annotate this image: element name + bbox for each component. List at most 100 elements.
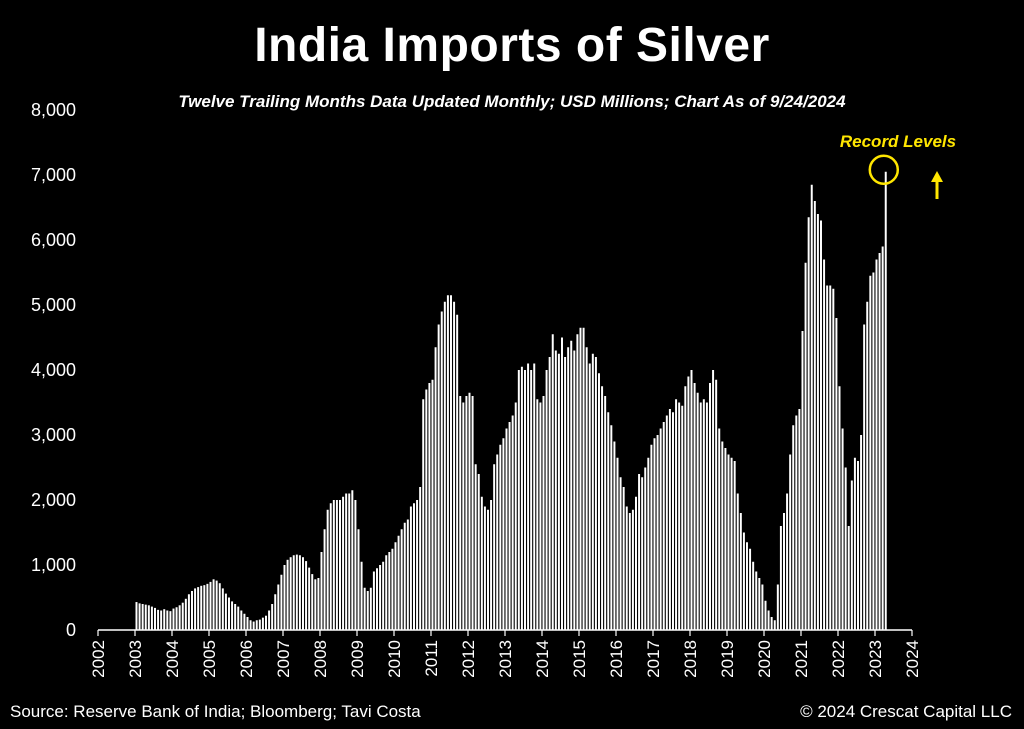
bar <box>601 386 604 630</box>
bar <box>456 314 459 630</box>
bar <box>789 454 792 630</box>
bar <box>329 503 332 630</box>
y-axis-ticks: 0 1,000 2,000 3,000 4,000 5,000 6,000 7,000 8,00… <box>31 100 76 640</box>
bar <box>718 428 721 630</box>
bar <box>459 396 462 630</box>
bar <box>770 617 773 630</box>
record-annotation: Record Levels <box>840 132 956 199</box>
bar <box>702 399 705 630</box>
bar <box>598 373 600 630</box>
bar <box>483 506 486 630</box>
x-tick-label: 2005 <box>200 640 219 678</box>
bar <box>240 610 243 630</box>
bar <box>150 606 153 630</box>
bar <box>252 621 255 630</box>
bar <box>847 526 850 630</box>
bar-series <box>135 171 887 630</box>
bar <box>853 457 856 630</box>
x-tick-label: 2017 <box>644 640 663 678</box>
bar <box>311 574 314 630</box>
bar <box>187 594 190 630</box>
x-tick-label: 2021 <box>792 640 811 678</box>
bar <box>351 490 354 630</box>
bar <box>539 402 542 630</box>
bar <box>524 370 526 630</box>
bar <box>271 604 274 630</box>
bar <box>604 396 607 630</box>
bar <box>863 324 866 630</box>
x-tick-label: 2011 <box>422 640 441 677</box>
y-tick-label: 8,000 <box>31 100 76 120</box>
bar <box>154 607 156 630</box>
bar <box>200 585 203 630</box>
record-levels-label: Record Levels <box>840 132 956 151</box>
x-axis-ticks: 2002 2003 2004 2005 2006 2007 2008 2009 2010 2011… <box>89 630 922 678</box>
bar <box>656 435 659 630</box>
bar <box>246 617 249 630</box>
bar <box>520 366 523 630</box>
bar <box>228 597 230 630</box>
bar <box>403 522 406 630</box>
bar <box>607 412 610 630</box>
bar <box>335 500 338 630</box>
bar <box>175 607 178 630</box>
bar <box>194 588 197 630</box>
bar <box>274 594 277 630</box>
x-tick-label: 2014 <box>533 640 552 678</box>
bar <box>215 580 218 630</box>
x-tick-label: 2008 <box>311 640 330 678</box>
bar <box>258 619 261 630</box>
bar <box>339 500 341 630</box>
bar <box>366 591 369 630</box>
bar <box>631 509 634 630</box>
x-tick-label: 2009 <box>348 640 367 678</box>
bar <box>172 608 175 630</box>
bar <box>832 288 835 630</box>
bar <box>422 399 425 630</box>
bar <box>844 467 847 630</box>
bar <box>394 542 397 630</box>
bar <box>872 272 875 630</box>
bar <box>280 574 283 630</box>
bar <box>610 425 613 630</box>
x-tick-label: 2020 <box>755 640 774 678</box>
bar <box>184 598 187 630</box>
bar <box>462 402 465 630</box>
bar <box>764 600 767 630</box>
bar <box>505 428 508 630</box>
bar <box>400 529 403 630</box>
bar <box>727 454 730 630</box>
bar <box>739 513 742 630</box>
bar <box>665 415 668 630</box>
bar <box>783 513 785 630</box>
bar <box>622 487 625 630</box>
bar <box>527 363 530 630</box>
bar <box>801 331 804 630</box>
bar <box>255 620 258 630</box>
bar <box>878 253 881 630</box>
bar <box>243 613 246 630</box>
bar <box>841 428 844 630</box>
bar <box>545 370 548 630</box>
bar <box>419 487 422 630</box>
bar <box>163 609 166 630</box>
bar <box>693 383 696 630</box>
bar <box>681 405 684 630</box>
bar <box>326 509 329 630</box>
bar <box>317 578 320 630</box>
bar <box>594 357 597 630</box>
bar <box>357 529 360 630</box>
x-tick-label: 2013 <box>496 640 515 678</box>
bar <box>360 561 363 630</box>
bar <box>638 474 641 630</box>
bar <box>345 493 348 630</box>
x-tick-label: 2024 <box>903 640 922 678</box>
bar <box>453 301 456 630</box>
chart-title: India Imports of Silver <box>254 19 770 72</box>
bar <box>231 601 234 630</box>
bar <box>567 347 570 630</box>
bar <box>709 383 711 630</box>
bar <box>823 259 826 630</box>
y-tick-label: 0 <box>66 620 76 640</box>
